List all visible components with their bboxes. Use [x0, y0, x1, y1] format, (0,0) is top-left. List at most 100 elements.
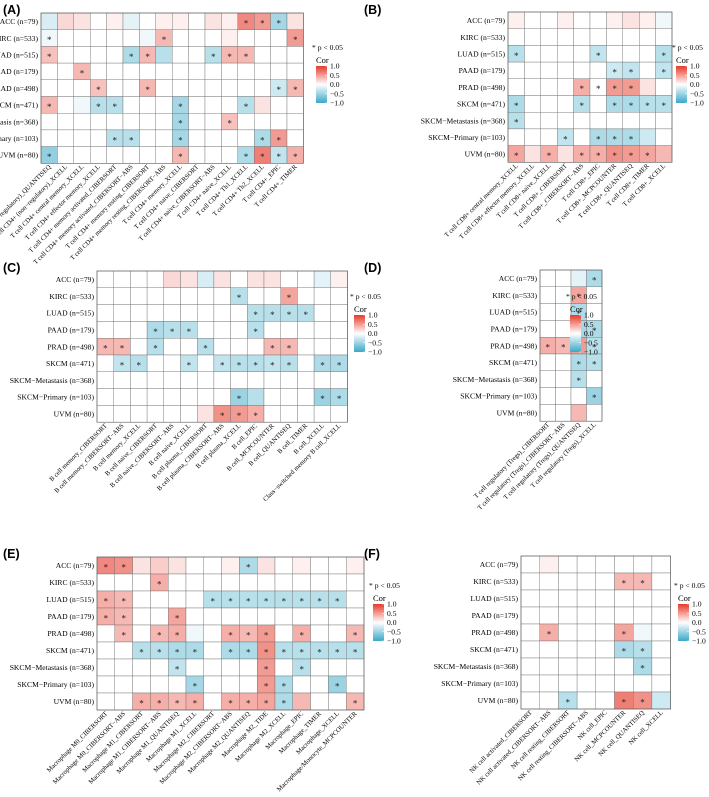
significance-star: *: [157, 648, 162, 658]
heatmap-cell: [113, 388, 131, 406]
legend-tick: −0.5: [330, 89, 344, 98]
heatmap-cell: [139, 96, 156, 114]
significance-note: * p < 0.05: [566, 292, 597, 301]
legend-title: Cor: [570, 304, 583, 314]
heatmap-cell: [573, 61, 591, 79]
significance-star: *: [622, 647, 627, 657]
significance-star: *: [640, 579, 645, 589]
heatmap-cell: [253, 62, 271, 80]
significance-star: *: [577, 376, 582, 386]
heatmap-cell: [89, 146, 107, 164]
heatmap-cell: [573, 28, 591, 46]
heatmap-cell: [122, 146, 140, 164]
legend-tick: −1.0: [368, 348, 382, 357]
heatmap-cell: [196, 321, 215, 339]
heatmap-cell: [280, 270, 298, 288]
heatmap-cell: [57, 62, 75, 80]
row-label: ACC (n=79): [467, 16, 506, 25]
heatmap-cell: [57, 79, 75, 97]
significance-star: *: [577, 292, 582, 302]
legend-tick: −0.5: [368, 338, 382, 347]
legend-tick: −0.5: [690, 89, 704, 98]
heatmap-cell: [188, 12, 206, 30]
heatmap-cell: [310, 624, 329, 643]
heatmap-cell: [586, 404, 603, 422]
heatmap-cell: [213, 321, 231, 339]
significance-star: *: [145, 52, 150, 62]
significance-star: *: [104, 597, 109, 607]
row-label: SKCM (n=471): [457, 100, 505, 109]
heatmap-cell: [595, 572, 615, 591]
heatmap-cell: [655, 28, 673, 46]
heatmap-cell: [185, 624, 204, 643]
row-label: UVM (n=80): [54, 697, 95, 706]
significance-star: *: [175, 648, 180, 658]
heatmap-cell: [558, 555, 578, 574]
heatmap-cell: [122, 96, 140, 114]
heatmap-cell: [106, 46, 124, 64]
heatmap-cell: [167, 675, 187, 694]
significance-star: *: [547, 630, 552, 640]
heatmap-cell: [130, 338, 148, 356]
heatmap-cell: [555, 269, 572, 287]
heatmap-cell: [132, 624, 151, 643]
heatmap-cell: [96, 354, 114, 372]
heatmap-cell: [297, 270, 315, 288]
significance-star: *: [592, 359, 597, 369]
significance-star: *: [162, 35, 167, 45]
heatmap-cell: [130, 270, 148, 288]
significance-star: *: [113, 135, 118, 145]
heatmap-cell: [239, 675, 258, 694]
heatmap-cell: [651, 606, 671, 625]
significance-star: *: [121, 614, 126, 624]
significance-star: *: [178, 135, 183, 145]
heatmap-cell: [524, 128, 542, 146]
heatmap-cell: [539, 370, 556, 388]
heatmap-cell: [57, 12, 75, 30]
heatmap-cell: [204, 146, 222, 164]
heatmap-cell: [557, 45, 574, 63]
heatmap-cell: [196, 405, 215, 423]
heatmap-cell: [555, 353, 572, 371]
significance-star: *: [237, 360, 242, 370]
heatmap-cell: [171, 79, 189, 97]
heatmap-cell: [557, 111, 574, 130]
heatmap-cell: [185, 658, 204, 677]
heatmap-cell: [328, 573, 347, 592]
colorbar: [570, 315, 581, 352]
heatmap-cell: [595, 606, 615, 625]
heatmap-cell: [346, 590, 365, 609]
heatmap-cell: [221, 129, 238, 147]
row-label: ACC (n=79): [480, 560, 519, 569]
heatmap-cell: [524, 111, 542, 130]
heatmap-cell: [520, 572, 540, 591]
heatmap-cell: [146, 287, 165, 305]
heatmap-cell: [274, 607, 293, 626]
significance-star: *: [228, 648, 233, 658]
heatmap-cell: [213, 304, 231, 322]
heatmap-cell: [96, 641, 115, 660]
heatmap-cell: [247, 270, 265, 288]
heatmap-cell: [539, 674, 559, 693]
heatmap-cell: [130, 371, 148, 389]
heatmap-cell: [155, 79, 173, 97]
heatmap-cell: [639, 11, 656, 29]
panel-label: (C): [3, 261, 20, 275]
heatmap-cell: [122, 79, 140, 97]
heatmap-cell: [555, 320, 572, 338]
heatmap-cell: [589, 28, 607, 46]
heatmap-cell: [114, 692, 133, 711]
heatmap-cell: [57, 146, 75, 164]
significance-star: *: [175, 614, 180, 624]
significance-star: *: [228, 631, 233, 641]
heatmap-cell: [558, 674, 578, 693]
heatmap-cell: [146, 405, 165, 423]
heatmap-cell: [203, 641, 222, 660]
heatmap-cell: [237, 29, 255, 47]
heatmap-cell: [573, 45, 591, 63]
significance-star: *: [546, 343, 551, 353]
significance-star: *: [129, 52, 134, 62]
significance-star: *: [282, 648, 287, 658]
